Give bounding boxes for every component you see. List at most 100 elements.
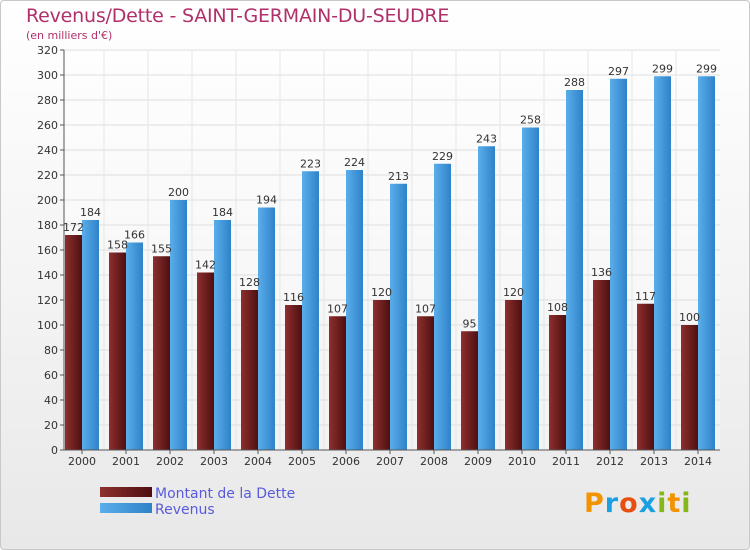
bar-dette	[637, 303, 654, 450]
bar-dette	[241, 290, 258, 450]
x-tick-label: 2000	[68, 455, 96, 468]
bar-revenus	[478, 146, 495, 450]
axes: 0 20 40 60 80 100 120 140 160 180 200 220 240 260 280 3…	[37, 44, 720, 468]
x-tick-label: 2004	[244, 455, 272, 468]
bar-revenus	[654, 76, 671, 450]
y-tick-label: 180	[37, 219, 58, 232]
bar-dette	[153, 256, 170, 450]
bar-dette	[65, 235, 82, 450]
data-label-revenus: 184	[80, 206, 101, 219]
data-label-dette: 128	[239, 276, 260, 289]
bar-revenus	[82, 220, 99, 450]
x-tick-label: 2003	[200, 455, 228, 468]
legend-swatch-dette	[100, 487, 152, 497]
x-tick-label: 2001	[112, 455, 140, 468]
bar-dette	[285, 305, 302, 450]
y-tick-label: 20	[44, 419, 58, 432]
data-label-revenus: 194	[256, 194, 277, 207]
data-label-revenus: 229	[432, 150, 453, 163]
x-tick-label: 2006	[332, 455, 360, 468]
bar-revenus	[170, 200, 187, 450]
bar-revenus	[346, 170, 363, 450]
legend-swatch-revenus	[100, 503, 152, 513]
y-tick-label: 40	[44, 394, 58, 407]
bar-revenus	[390, 183, 407, 450]
y-tick-label: 100	[37, 319, 58, 332]
x-tick-label: 2011	[552, 455, 580, 468]
legend-label-dette: Montant de la Dette	[155, 486, 295, 502]
bar-dette	[109, 252, 126, 450]
data-label-revenus: 213	[388, 170, 409, 183]
x-tick-label: 2014	[684, 455, 712, 468]
data-label-dette: 116	[283, 291, 304, 304]
y-tick-label: 160	[37, 244, 58, 257]
data-label-revenus: 224	[344, 156, 365, 169]
y-tick-label: 220	[37, 169, 58, 182]
bar-revenus	[434, 163, 451, 450]
page-title: Revenus/Dette - SAINT-GERMAIN-DU-SEUDRE	[26, 5, 450, 27]
x-tick-label: 2013	[640, 455, 668, 468]
bar-dette	[373, 300, 390, 450]
bar-dette	[681, 325, 698, 450]
data-label-dette: 107	[415, 302, 436, 315]
bar-revenus	[610, 78, 627, 450]
bar-revenus	[522, 127, 539, 450]
data-label-revenus: 223	[300, 157, 321, 170]
proxiti-logo: Proxiti	[584, 488, 692, 519]
data-label-revenus: 166	[124, 229, 145, 242]
bar-revenus	[126, 242, 143, 450]
y-tick-label: 80	[44, 344, 58, 357]
data-label-dette: 136	[591, 266, 612, 279]
bar-revenus	[302, 171, 319, 450]
y-tick-label: 280	[37, 94, 58, 107]
bar-revenus	[698, 76, 715, 450]
bar-revenus	[566, 90, 583, 450]
bar-dette	[461, 331, 478, 450]
y-tick-label: 120	[37, 294, 58, 307]
data-label-revenus: 184	[212, 206, 233, 219]
data-label-revenus: 297	[608, 65, 629, 78]
bar-dette	[549, 315, 566, 450]
x-tick-label: 2008	[420, 455, 448, 468]
bar-dette	[417, 316, 434, 450]
bar-revenus	[214, 220, 231, 450]
data-label-dette: 172	[63, 221, 84, 234]
data-label-dette: 158	[107, 239, 128, 252]
x-tick-label: 2002	[156, 455, 184, 468]
bar-dette	[505, 300, 522, 450]
data-label-revenus: 200	[168, 186, 189, 199]
x-tick-label: 2012	[596, 455, 624, 468]
y-tick-label: 60	[44, 369, 58, 382]
legend-label-revenus: Revenus	[155, 502, 215, 518]
data-label-dette: 95	[463, 317, 477, 330]
x-tick-label: 2010	[508, 455, 536, 468]
data-label-dette: 120	[371, 286, 392, 299]
y-tick-label: 240	[37, 144, 58, 157]
y-tick-label: 260	[37, 119, 58, 132]
data-label-revenus: 288	[564, 76, 585, 89]
data-label-dette: 120	[503, 286, 524, 299]
y-tick-label: 140	[37, 269, 58, 282]
data-label-dette: 107	[327, 302, 348, 315]
bars	[65, 76, 715, 450]
data-label-revenus: 243	[476, 132, 497, 145]
x-tick-label: 2005	[288, 455, 316, 468]
data-label-revenus: 299	[652, 62, 673, 75]
x-tick-label: 2007	[376, 455, 404, 468]
y-tick-label: 0	[51, 444, 58, 457]
bar-dette	[329, 316, 346, 450]
data-label-dette: 142	[195, 259, 216, 272]
data-label-dette: 100	[679, 311, 700, 324]
y-tick-label: 200	[37, 194, 58, 207]
data-label-revenus: 258	[520, 114, 541, 127]
bar-dette	[593, 280, 610, 450]
data-label-dette: 108	[547, 301, 568, 314]
y-tick-label: 300	[37, 69, 58, 82]
data-label-revenus: 299	[696, 62, 717, 75]
data-label-dette: 155	[151, 242, 172, 255]
chart-subtitle: (en milliers d'€)	[26, 29, 113, 42]
data-label-dette: 117	[635, 290, 656, 303]
